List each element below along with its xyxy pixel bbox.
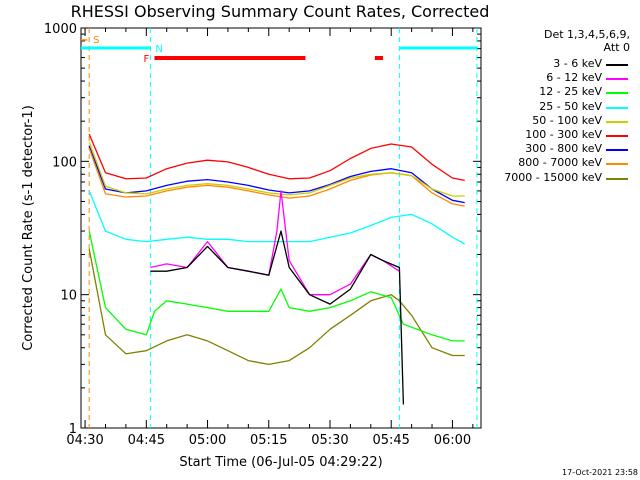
- plot-frame: [80, 27, 482, 429]
- series-line: [88, 190, 466, 245]
- x-tick-label: 05:00: [189, 433, 226, 448]
- x-tick-label: 05:15: [250, 433, 287, 448]
- legend-item-label: 7000 - 15000 keV: [504, 170, 602, 184]
- series-line: [88, 248, 465, 366]
- y-axis-label: Corrected Count Rate (s-1 detector-1): [21, 105, 36, 351]
- chart-title: RHESSI Observing Summary Count Rates, Co…: [70, 2, 490, 21]
- series-line: [88, 133, 465, 182]
- legend-swatch: [606, 149, 628, 152]
- legend-header: Det 1,3,4,5,6,9, Att 0: [498, 28, 630, 54]
- legend-header-attenuator: Att 0: [603, 41, 630, 54]
- legend-item: 800 - 7000 keV: [486, 156, 630, 170]
- legend-item-label: 50 - 100 keV: [532, 113, 602, 127]
- legend-item-label: 25 - 50 keV: [539, 99, 602, 113]
- legend-swatch: [606, 163, 628, 166]
- legend-swatch: [606, 135, 628, 137]
- timestamp: 17-Oct-2021 23:58: [562, 468, 638, 477]
- legend-item: 3 - 6 keV: [486, 57, 630, 71]
- legend-header-detectors: Det 1,3,4,5,6,9,: [543, 28, 630, 41]
- flare-label: F: [143, 54, 149, 65]
- series-line: [88, 230, 465, 342]
- legend-swatch: [606, 64, 628, 66]
- x-axis-label: Start Time (06-Jul-05 04:29:22): [179, 455, 382, 470]
- legend-item-label: 300 - 800 keV: [525, 142, 602, 156]
- legend-swatch: [606, 177, 628, 180]
- legend-item: 50 - 100 keV: [486, 114, 630, 128]
- legend-item: 7000 - 15000 keV: [486, 171, 630, 185]
- series-line: [150, 190, 400, 296]
- series-line: [88, 148, 465, 207]
- legend-item-label: 800 - 7000 keV: [518, 156, 602, 170]
- x-tick-label: 04:30: [66, 433, 103, 448]
- x-tick-label: 05:30: [311, 433, 348, 448]
- legend-swatch: [606, 92, 628, 95]
- legend-swatch: [606, 120, 628, 123]
- legend-item: 12 - 25 keV: [486, 85, 630, 99]
- x-tick-label: 04:45: [128, 433, 165, 448]
- legend-swatch: [606, 78, 628, 81]
- series-line: [88, 145, 465, 204]
- legend-item-label: 3 - 6 keV: [553, 57, 602, 70]
- legend-item-label: 6 - 12 keV: [546, 71, 602, 85]
- legend-item: 100 - 300 keV: [486, 128, 630, 142]
- y-tick-label: 100: [52, 155, 77, 170]
- y-tick-label: 1000: [44, 22, 77, 37]
- legend-item: 300 - 800 keV: [486, 142, 630, 156]
- y-tick-label: 1: [69, 422, 77, 437]
- x-tick-label: 05:45: [372, 433, 409, 448]
- series-line: [88, 141, 465, 197]
- legend-item: 25 - 50 keV: [486, 100, 630, 114]
- series-line: [150, 230, 405, 405]
- y-tick-label: 10: [60, 289, 77, 304]
- legend-item-label: 100 - 300 keV: [525, 128, 602, 141]
- legend-swatch: [606, 106, 628, 109]
- legend-item-label: 12 - 25 keV: [539, 85, 602, 99]
- night-label: N: [155, 44, 162, 55]
- s-marker-label: S: [93, 35, 99, 46]
- x-tick-label: 06:00: [434, 433, 471, 448]
- legend-item: 6 - 12 keV: [486, 71, 630, 85]
